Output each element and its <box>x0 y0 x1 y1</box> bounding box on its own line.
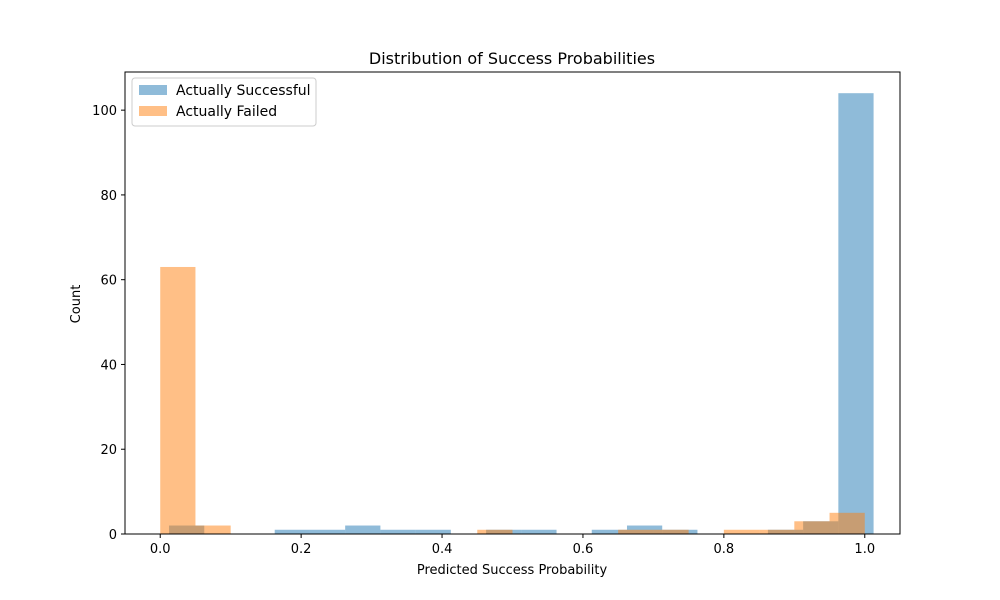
legend-swatch-actually-successful <box>139 85 167 95</box>
bar-actually-successful-3 <box>274 529 310 534</box>
bar-actually-successful-6 <box>380 529 416 534</box>
bar-actually-failed-16 <box>723 529 760 534</box>
x-tick-label: 0.8 <box>714 542 735 557</box>
y-tick-label: 40 <box>100 358 117 373</box>
x-tick-label: 0.2 <box>291 542 312 557</box>
bar-actually-failed-19 <box>829 512 865 534</box>
legend-label-actually-failed: Actually Failed <box>176 104 277 120</box>
bars-layer <box>160 93 874 534</box>
y-tick-label: 80 <box>100 189 117 204</box>
y-axis: 0 20 40 60 80 100 <box>92 104 125 543</box>
plot-frame <box>124 71 901 535</box>
bar-actually-failed-18 <box>794 521 830 534</box>
x-axis-label: Predicted Success Probability <box>417 563 608 578</box>
bar-actually-failed-14 <box>653 529 689 534</box>
bar-actually-successful-7 <box>415 529 451 534</box>
legend-swatch-actually-failed <box>139 106 167 116</box>
bar-actually-failed-0 <box>160 266 196 534</box>
bar-actually-successful-10 <box>521 529 557 534</box>
y-tick-label: 100 <box>92 104 117 119</box>
legend-label-actually-successful: Actually Successful <box>176 83 311 99</box>
y-tick-label: 20 <box>100 443 117 458</box>
y-axis-label: Count <box>69 285 84 324</box>
y-tick-label: 0 <box>109 528 117 543</box>
bar-actually-failed-13 <box>618 529 654 534</box>
bar-actually-successful-5 <box>345 525 381 534</box>
x-tick-label: 0.0 <box>150 542 171 557</box>
x-tick-label: 1.0 <box>854 542 875 557</box>
bar-actually-failed-1 <box>195 525 231 534</box>
x-axis: 0.0 0.2 0.4 0.6 0.8 1.0 <box>150 534 875 557</box>
bar-actually-successful-12 <box>591 529 627 534</box>
bar-actually-successful-4 <box>309 529 346 534</box>
bar-actually-successful-19 <box>838 93 874 534</box>
y-tick-label: 60 <box>100 274 117 289</box>
bar-actually-failed-17 <box>759 529 795 534</box>
x-tick-label: 0.6 <box>573 542 594 557</box>
bar-actually-failed-9 <box>477 529 513 534</box>
legend: Actually Successful Actually Failed <box>131 77 317 127</box>
chart-title: Distribution of Success Probabilities <box>369 49 655 68</box>
legend-box <box>131 77 317 127</box>
x-tick-label: 0.4 <box>432 542 453 557</box>
